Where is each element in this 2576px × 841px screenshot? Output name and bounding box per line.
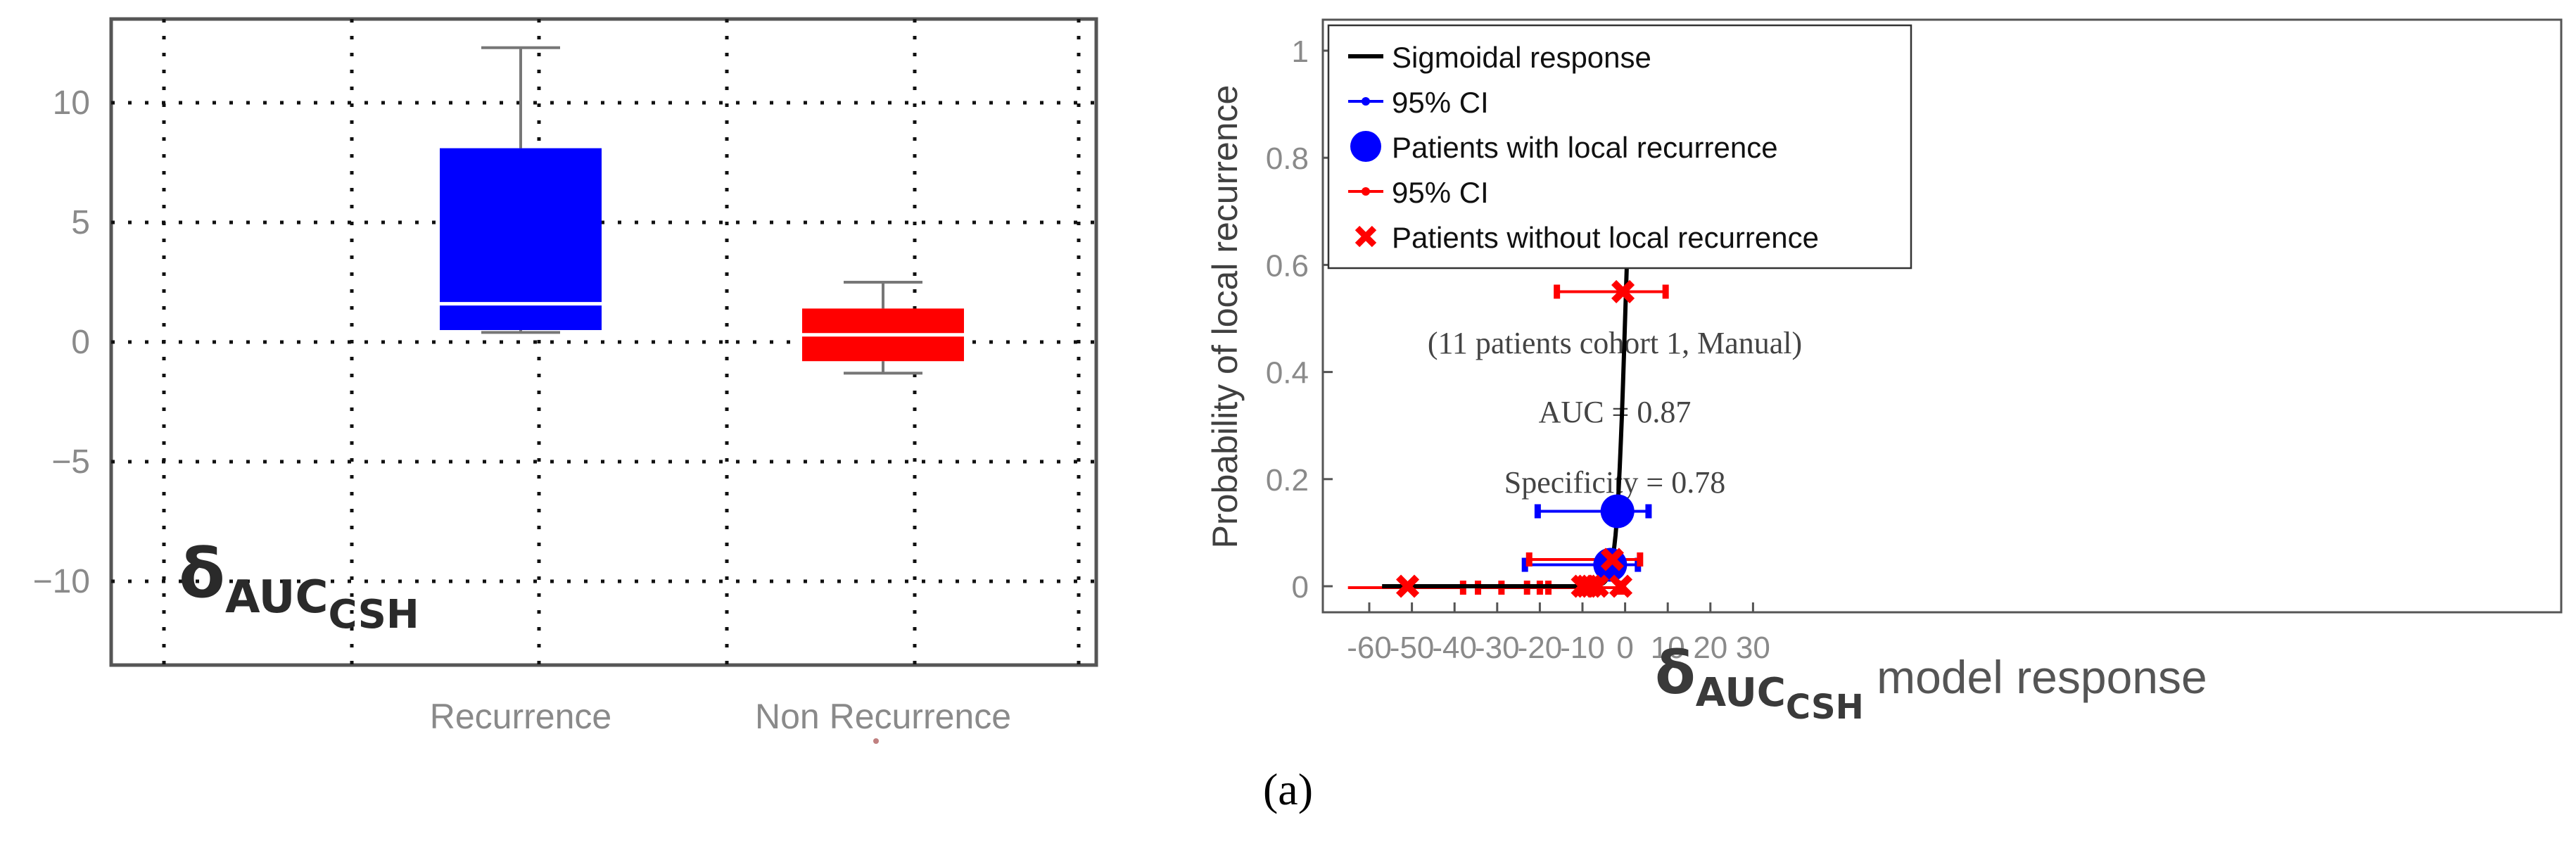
y-tick-label: 5 [71, 204, 90, 241]
legend-label: 95% CI [1392, 86, 1489, 119]
x-tick-label: -20 [1518, 631, 1563, 665]
x-tick-label: -10 [1560, 631, 1605, 665]
y-tick-label: 0.2 [1266, 463, 1309, 498]
box-plot-overlay-label: δAUCCSH [179, 534, 419, 638]
cross-stroke [1600, 548, 1624, 571]
sigmoid-y-ticks: 0 0.2 0.4 0.6 0.8 1 [1266, 34, 1333, 605]
annotation-cohort: (11 patients cohort 1, Manual) [1428, 326, 1802, 360]
y-tick-label: 0 [71, 324, 90, 361]
x-tick-label: Non Recurrence [755, 697, 1011, 736]
x-tick-label: -40 [1432, 631, 1477, 665]
y-tick-label: −5 [51, 443, 90, 481]
x-tick-label: Recurrence [430, 697, 611, 736]
x-tick-label: -60 [1347, 631, 1392, 665]
x-tick-label: 10 [1651, 631, 1685, 665]
stray-dot [873, 738, 879, 744]
sigmoid-annotations: (11 patients cohort 1, Manual) AUC = 0.8… [1428, 326, 1802, 500]
y-tick-label: 0.6 [1266, 248, 1309, 283]
cross-stroke [1585, 574, 1609, 598]
marker-recurrence [1600, 494, 1635, 529]
marker-non-recurrence [1585, 574, 1609, 598]
y-tick-label: 0.8 [1266, 141, 1309, 176]
x-tick-label: 0 [1616, 631, 1633, 665]
xlabel-sub-auc: AUC [1696, 670, 1786, 716]
cross-stroke [1579, 574, 1603, 598]
sigmoid-legend: Sigmoidal response 95% CI Patients with lo… [1327, 24, 1912, 270]
box-recurrence [440, 148, 602, 330]
box-plot-panel: 10 5 0 −5 −10 Recurrence Non Recurrence δAUCC… [33, 17, 1098, 744]
annotation-auc: AUC = 0.87 [1539, 395, 1692, 429]
y-tick-label: 0.4 [1266, 356, 1309, 391]
overlay-sub-csh: CSH [328, 592, 419, 638]
xlabel-delta: δ [1655, 638, 1696, 707]
box-plot-grid [111, 19, 1096, 665]
y-tick-label: 1 [1292, 34, 1309, 69]
x-tick-label: 20 [1693, 631, 1727, 665]
legend-label: Sigmoidal response [1392, 41, 1651, 74]
sigmoid-x-ticks: -60-50-40-30-20-10 0 10 20 30 [1347, 602, 1770, 665]
marker-non-recurrence [1396, 574, 1420, 598]
x-tick-label: 30 [1736, 631, 1770, 665]
box-plot-y-ticks: 10 5 0 −5 −10 [33, 84, 90, 600]
cross-stroke [1611, 279, 1635, 303]
marker-non-recurrence [1611, 279, 1635, 303]
box-plot-x-ticks: Recurrence Non Recurrence [430, 697, 1011, 744]
y-tick-label: 0 [1292, 570, 1309, 605]
legend-symbol-ci-dot [1362, 187, 1370, 196]
overlay-sub-auc: AUC [225, 571, 329, 624]
box-plot-boxes [440, 46, 964, 375]
marker-non-recurrence [1600, 548, 1624, 571]
marker-non-recurrence [1579, 574, 1603, 598]
overlay-delta: δ [179, 534, 225, 613]
cross-stroke [1609, 574, 1633, 598]
legend-label: Patients without local recurrence [1392, 221, 1819, 254]
sigmoid-x-axis-label: δAUCCSH model response [1655, 638, 2207, 727]
legend-label: Patients with local recurrence [1392, 131, 1778, 164]
sigmoid-plot-panel: 0 0.2 0.4 0.6 0.8 1 -60-50-40-30-20-10 0 10 20 30… [1205, 18, 2563, 727]
sigmoid-y-axis-label: Probability of local recurrence [1205, 85, 1245, 549]
marker-non-recurrence [1609, 574, 1633, 598]
legend-symbol-dot [1350, 131, 1381, 162]
x-tick-label: -30 [1475, 631, 1520, 665]
cross-stroke [1396, 574, 1420, 598]
legend-symbol-cross [1354, 225, 1377, 248]
annotation-specificity: Specificity = 0.78 [1504, 465, 1725, 500]
figure-caption: (a) [1262, 764, 1314, 814]
legend-label: 95% CI [1392, 176, 1489, 209]
x-tick-label: -50 [1390, 631, 1435, 665]
y-tick-label: 10 [53, 84, 90, 122]
legend-symbol-ci-dot [1362, 97, 1370, 106]
xlabel-rest: model response [1864, 651, 2207, 703]
legend-box [1327, 24, 1912, 270]
xlabel-sub-csh: CSH [1786, 688, 1864, 727]
y-tick-label: −10 [33, 563, 90, 600]
